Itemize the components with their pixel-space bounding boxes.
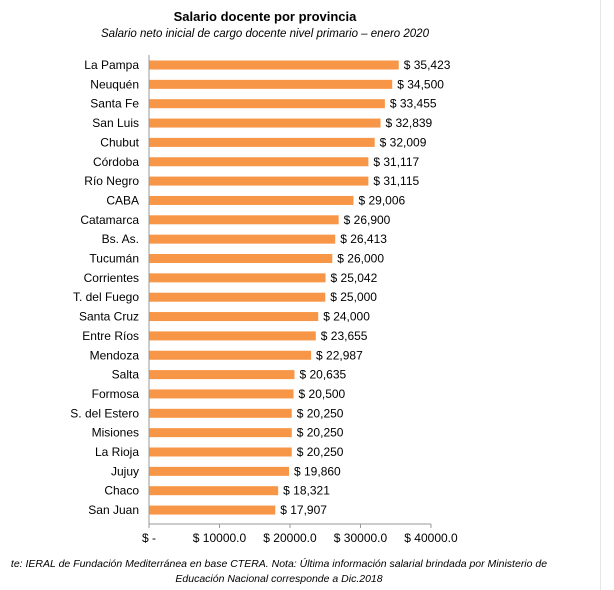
bar: [149, 466, 290, 476]
bar: [149, 370, 295, 380]
category-label: La Pampa: [84, 58, 139, 72]
category-label: Santa Fe: [90, 97, 139, 111]
category-label: Chaco: [104, 484, 139, 498]
source-note-line-1: te: IERAL de Fundación Mediterránea en b…: [10, 558, 548, 570]
category-label: Formosa: [92, 387, 140, 401]
bar: [149, 292, 326, 302]
page-edge-line: [600, 0, 601, 590]
value-label: $ 31,117: [373, 155, 419, 169]
bar: [149, 408, 292, 418]
x-tick-label: $ 40000.0: [404, 531, 458, 545]
bar: [149, 312, 319, 322]
category-label: Neuquén: [90, 77, 139, 91]
category-label: Catamarca: [80, 213, 139, 227]
category-label: CABA: [106, 193, 139, 207]
value-label: $ 18,321: [283, 484, 330, 498]
bar: [149, 273, 326, 283]
category-label: T. del Fuego: [73, 290, 139, 304]
bar: [149, 60, 399, 70]
chart-title: Salario docente por provincia: [173, 9, 357, 24]
x-tick-label: $ 20000.0: [263, 531, 317, 545]
value-label: $ 32,009: [380, 135, 427, 149]
value-label: $ 20,500: [299, 387, 346, 401]
value-label: $ 26,413: [340, 232, 387, 246]
category-label: Córdoba: [93, 155, 139, 169]
value-label: $ 34,500: [397, 77, 444, 91]
bar: [149, 350, 312, 360]
category-label: Corrientes: [84, 271, 139, 285]
category-label: Bs. As.: [102, 232, 139, 246]
bar: [149, 254, 333, 263]
value-label: $ 20,250: [297, 426, 344, 440]
bar: [149, 137, 375, 147]
category-label: Jujuy: [111, 464, 139, 478]
bar: [149, 389, 294, 399]
category-label: S. del Estero: [70, 406, 139, 420]
x-tick-label: $ 30000.0: [334, 531, 388, 545]
value-label: $ 17,907: [280, 503, 327, 517]
value-label: $ 25,042: [331, 271, 378, 285]
bar: [149, 99, 385, 109]
bar: [149, 234, 336, 244]
value-label: $ 29,006: [358, 193, 405, 207]
bar: [149, 118, 381, 128]
bar: [149, 157, 369, 167]
bar: [149, 176, 369, 186]
category-label: Mendoza: [90, 348, 140, 362]
value-label: $ 22,987: [316, 348, 363, 362]
bar: [149, 215, 339, 225]
value-label: $ 23,655: [321, 329, 368, 343]
category-label: Chubut: [100, 135, 139, 149]
bar: [149, 428, 292, 438]
value-label: $ 20,250: [297, 445, 344, 459]
category-label: Misiones: [92, 426, 139, 440]
bar: [149, 447, 292, 457]
source-note-line-2: Educación Nacional corresponde a Dic.201…: [175, 573, 383, 585]
bar: [149, 505, 276, 515]
category-label: La Rioja: [95, 445, 139, 459]
value-label: $ 20,250: [297, 406, 344, 420]
bar: [149, 331, 316, 341]
value-label: $ 31,115: [373, 174, 419, 188]
value-label: $ 32,839: [386, 116, 433, 130]
category-label: Río Negro: [84, 174, 139, 188]
value-label: $ 25,000: [330, 290, 377, 304]
value-label: $ 33,455: [390, 97, 437, 111]
category-label: Salta: [112, 368, 140, 382]
value-label: $ 35,423: [404, 58, 451, 72]
value-label: $ 24,000: [323, 310, 370, 324]
bar: [149, 79, 393, 89]
x-tick-label: $ -: [142, 531, 156, 545]
category-label: San Luis: [92, 116, 139, 130]
source-note: te: IERAL de Fundación Mediterránea en b…: [0, 557, 564, 587]
chart-subtitle: Salario neto inicial de cargo docente ni…: [101, 28, 429, 40]
value-label: $ 20,635: [299, 368, 346, 382]
bar: [149, 195, 354, 205]
value-label: $ 26,000: [337, 252, 384, 266]
value-label: $ 19,860: [294, 464, 341, 478]
category-label: Entre Ríos: [82, 329, 139, 343]
category-label: Tucumán: [89, 252, 139, 266]
category-label: San Juan: [88, 503, 139, 517]
category-label: Santa Cruz: [79, 310, 139, 324]
value-label: $ 26,900: [344, 213, 391, 227]
bar: [149, 486, 279, 496]
x-tick-label: $ 10000.0: [193, 531, 247, 545]
